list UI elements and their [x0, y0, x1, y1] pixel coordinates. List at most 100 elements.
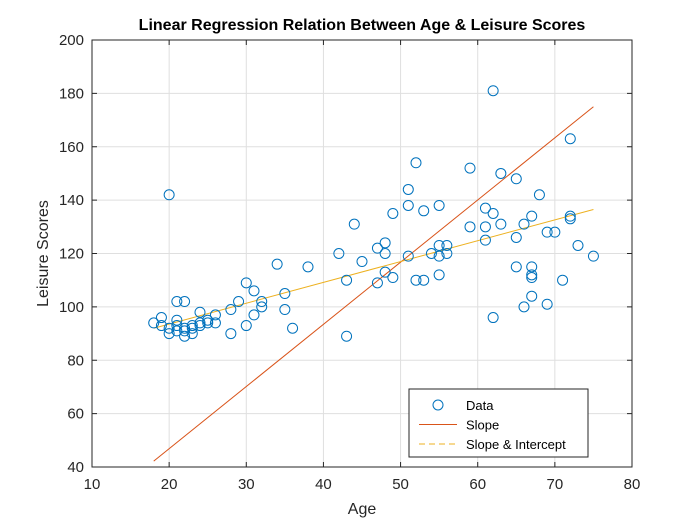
y-tick-label: 140 — [59, 192, 84, 209]
data-point — [441, 248, 453, 259]
data-point — [572, 239, 584, 251]
data-point — [341, 274, 353, 286]
data-point — [302, 261, 314, 273]
data-point — [387, 207, 399, 219]
data-point — [418, 274, 430, 286]
data-point — [171, 325, 183, 337]
data-point — [526, 210, 538, 222]
y-tick-label: 200 — [59, 32, 84, 49]
legend-label: Slope — [466, 418, 499, 433]
data-point — [433, 269, 445, 281]
chart-title: Linear Regression Relation Between Age &… — [139, 17, 586, 34]
data-point — [425, 248, 437, 259]
data-point — [163, 328, 175, 340]
data-point — [155, 312, 167, 324]
data-point — [279, 288, 291, 300]
data-point — [256, 296, 268, 308]
data-point — [541, 298, 553, 310]
x-tick-label: 10 — [84, 476, 101, 493]
y-tick-label: 120 — [59, 246, 84, 263]
x-tick-label: 50 — [392, 476, 409, 493]
data-point — [564, 213, 576, 225]
data-point — [518, 301, 530, 313]
data-point — [526, 290, 538, 302]
data-point — [194, 320, 206, 332]
data-point — [541, 226, 553, 238]
data-point — [179, 296, 191, 308]
data-point — [186, 320, 198, 332]
data-point — [526, 272, 538, 284]
x-tick-label: 20 — [161, 476, 178, 493]
data-point — [271, 258, 283, 270]
data-point — [387, 272, 399, 284]
data-point — [356, 256, 368, 268]
data-point — [479, 234, 491, 246]
legend-label: Slope & Intercept — [466, 437, 566, 452]
data-point — [479, 221, 491, 233]
series-line-slope — [153, 106, 594, 462]
data-point — [549, 226, 561, 238]
legend: Data Slope Slope & Intercept — [408, 388, 589, 458]
data-point — [371, 277, 383, 289]
data-point — [179, 322, 191, 334]
y-tick-label: 60 — [67, 406, 84, 423]
data-point — [225, 328, 237, 340]
data-point — [402, 250, 414, 262]
x-tick-label: 60 — [469, 476, 486, 493]
data-point — [510, 173, 522, 185]
data-point — [379, 248, 391, 259]
axes: 10 20 30 40 50 60 70 80 40 60 80 100 120 140 160 180 200 — [59, 32, 640, 493]
data-point — [186, 328, 198, 340]
data-point — [402, 199, 414, 211]
data-point — [171, 296, 183, 308]
data-point — [433, 199, 445, 211]
y-tick-label: 160 — [59, 139, 84, 156]
plot-series — [148, 85, 599, 462]
data-point — [287, 322, 299, 334]
data-point — [171, 320, 183, 332]
y-tick-label: 80 — [67, 352, 84, 369]
data-point — [564, 210, 576, 222]
legend-label: Data — [466, 398, 494, 413]
data-point — [495, 218, 507, 230]
data-point — [186, 322, 198, 334]
data-point — [479, 202, 491, 214]
data-point — [564, 133, 576, 145]
data-point — [279, 304, 291, 316]
series-line-slope-intercept — [153, 208, 594, 329]
data-point — [379, 237, 391, 249]
data-point — [348, 218, 360, 230]
y-tick-label: 100 — [59, 299, 84, 316]
data-point — [518, 218, 530, 230]
data-point — [202, 317, 214, 329]
y-tick-label: 180 — [59, 85, 84, 102]
data-point — [402, 183, 414, 195]
legend-marker-data — [432, 399, 444, 411]
data-point — [179, 330, 191, 342]
data-point — [487, 207, 499, 219]
data-point — [441, 239, 453, 251]
data-point — [209, 317, 221, 329]
data-point — [557, 274, 569, 286]
data-point — [510, 261, 522, 273]
data-point — [433, 239, 445, 251]
x-tick-label: 30 — [238, 476, 255, 493]
data-point — [410, 157, 422, 169]
data-point — [526, 269, 538, 281]
data-point — [464, 221, 476, 233]
data-point — [240, 277, 252, 289]
data-point — [510, 231, 522, 243]
data-point — [163, 322, 175, 334]
data-point — [209, 309, 221, 321]
data-point — [418, 205, 430, 217]
data-point — [487, 312, 499, 324]
x-tick-label: 70 — [547, 476, 564, 493]
data-point — [371, 242, 383, 254]
data-point — [148, 317, 160, 329]
y-tick-label: 40 — [67, 459, 84, 476]
x-tick-label: 40 — [315, 476, 332, 493]
data-point — [526, 261, 538, 273]
x-tick-label: 80 — [624, 476, 641, 493]
